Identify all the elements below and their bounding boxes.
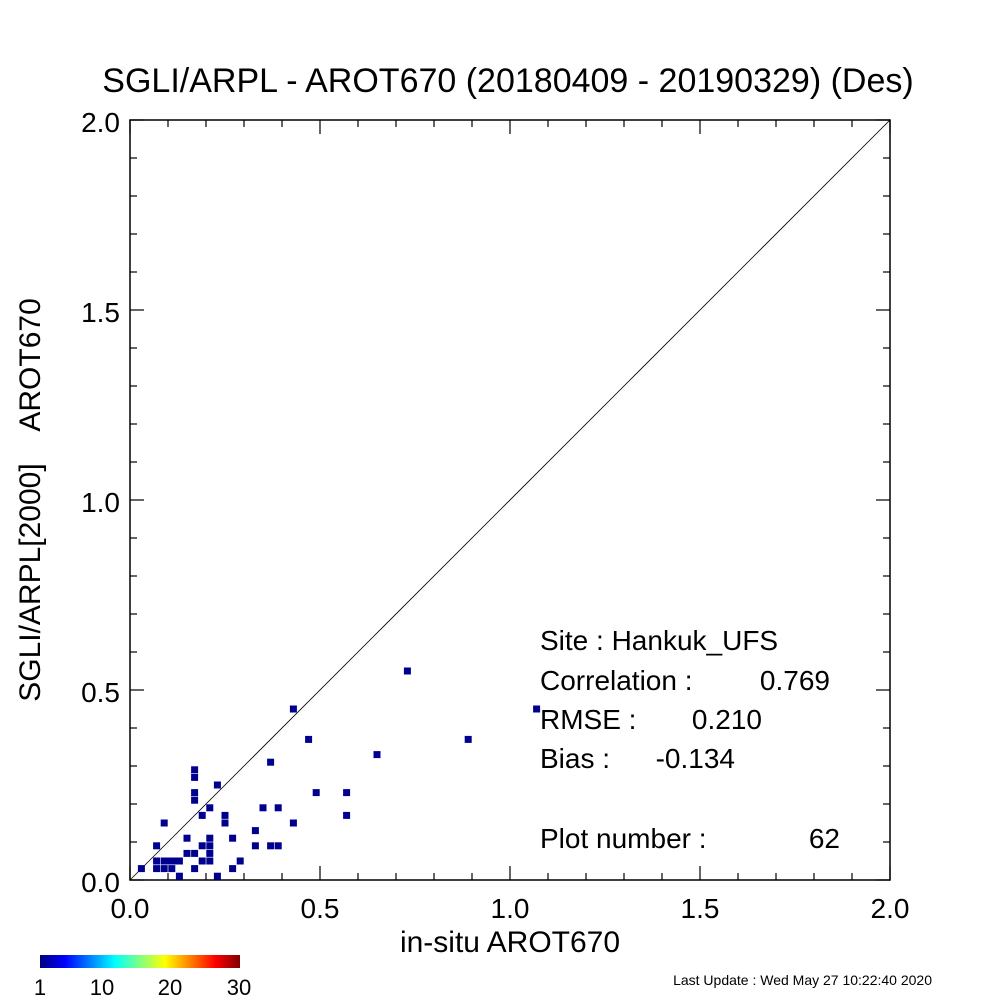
scatter-point bbox=[168, 865, 176, 873]
scatter-point bbox=[343, 811, 351, 819]
scatter-point bbox=[160, 865, 168, 873]
scatter-point bbox=[191, 789, 199, 797]
scatter-point bbox=[168, 857, 176, 865]
scatter-point bbox=[198, 842, 206, 850]
plot-number-label: Plot number : bbox=[540, 823, 707, 854]
scatter-point bbox=[213, 872, 221, 880]
rmse-value: 0.210 bbox=[692, 704, 762, 735]
correlation-value: 0.769 bbox=[760, 665, 830, 696]
scatter-point bbox=[172, 857, 180, 865]
rmse-label: RMSE : bbox=[540, 704, 636, 735]
scatter-point bbox=[251, 842, 259, 850]
scatter-point bbox=[153, 857, 161, 865]
scatter-point bbox=[251, 827, 259, 835]
scatter-point bbox=[312, 789, 320, 797]
scatter-point bbox=[403, 667, 411, 675]
scatter-point bbox=[221, 819, 229, 827]
scatter-point bbox=[191, 796, 199, 804]
x-tick-label: 0.0 bbox=[111, 893, 150, 924]
colorbar-tick-label: 1 bbox=[34, 975, 46, 1000]
one-to-one-line bbox=[129, 119, 891, 881]
x-tick-label: 0.5 bbox=[301, 893, 340, 924]
scatter-point bbox=[191, 865, 199, 873]
colorbar bbox=[40, 955, 240, 968]
colorbar-tick-label: 20 bbox=[158, 975, 182, 1000]
scatter-point bbox=[206, 804, 214, 812]
last-update: Last Update : Wed May 27 10:22:40 2020 bbox=[673, 972, 932, 988]
scatter-point bbox=[533, 705, 541, 713]
x-axis-label: in-situ AROT670 bbox=[400, 926, 620, 959]
chart-title: SGLI/ARPL - AROT670 (20180409 - 20190329… bbox=[102, 62, 913, 100]
scatter-point bbox=[267, 842, 275, 850]
bias-value: -0.134 bbox=[656, 743, 735, 774]
scatter-point bbox=[206, 842, 214, 850]
scatter-point bbox=[198, 857, 206, 865]
scatter-point bbox=[221, 811, 229, 819]
scatter-point bbox=[191, 773, 199, 781]
scatter-point bbox=[259, 804, 267, 812]
scatter-point bbox=[267, 758, 275, 766]
scatter-point bbox=[191, 849, 199, 857]
y-axis-label: SGLI/ARPL[2000] AROT670 bbox=[14, 298, 47, 702]
scatter-point bbox=[464, 735, 472, 743]
scatter-point bbox=[175, 872, 183, 880]
scatter-point bbox=[153, 865, 161, 873]
scatter-point bbox=[289, 705, 297, 713]
y-tick-label: 0.5 bbox=[81, 677, 120, 708]
colorbar-tick-label: 10 bbox=[90, 975, 114, 1000]
scatter-point bbox=[206, 857, 214, 865]
scatter-point bbox=[153, 842, 161, 850]
scatter-point bbox=[229, 834, 237, 842]
scatter-point bbox=[274, 842, 282, 850]
scatter-point bbox=[175, 857, 183, 865]
plot-number-value: 62 bbox=[809, 823, 840, 854]
colorbar-tick-label: 30 bbox=[227, 975, 251, 1000]
scatter-point bbox=[305, 735, 313, 743]
scatter-point bbox=[137, 865, 145, 873]
axis-ticks bbox=[129, 119, 891, 881]
scatter-point bbox=[213, 781, 221, 789]
scatter-point bbox=[183, 849, 191, 857]
x-tick-label: 1.5 bbox=[681, 893, 720, 924]
scatter-point bbox=[160, 819, 168, 827]
scatter-point bbox=[289, 819, 297, 827]
x-tick-label: 1.0 bbox=[491, 893, 530, 924]
scatter-point bbox=[183, 834, 191, 842]
scatter-point bbox=[160, 857, 168, 865]
scatter-point bbox=[164, 857, 172, 865]
data-points bbox=[137, 667, 541, 880]
scatter-point bbox=[274, 804, 282, 812]
x-tick-label: 2.0 bbox=[871, 893, 910, 924]
scatter-point bbox=[198, 811, 206, 819]
y-tick-label: 2.0 bbox=[81, 107, 120, 138]
y-tick-label: 1.0 bbox=[81, 487, 120, 518]
bias-label: Bias : bbox=[540, 743, 610, 774]
scatter-point bbox=[206, 849, 214, 857]
site-label: Site : Hankuk_UFS bbox=[540, 625, 778, 656]
scatter-point bbox=[236, 857, 244, 865]
scatter-point bbox=[191, 766, 199, 774]
correlation-label: Correlation : bbox=[540, 665, 693, 696]
scatter-point bbox=[206, 834, 214, 842]
y-tick-label: 0.0 bbox=[81, 867, 120, 898]
scatter-point bbox=[343, 789, 351, 797]
scatter-point bbox=[229, 865, 237, 873]
scatter-point bbox=[373, 751, 381, 759]
y-tick-label: 1.5 bbox=[81, 297, 120, 328]
